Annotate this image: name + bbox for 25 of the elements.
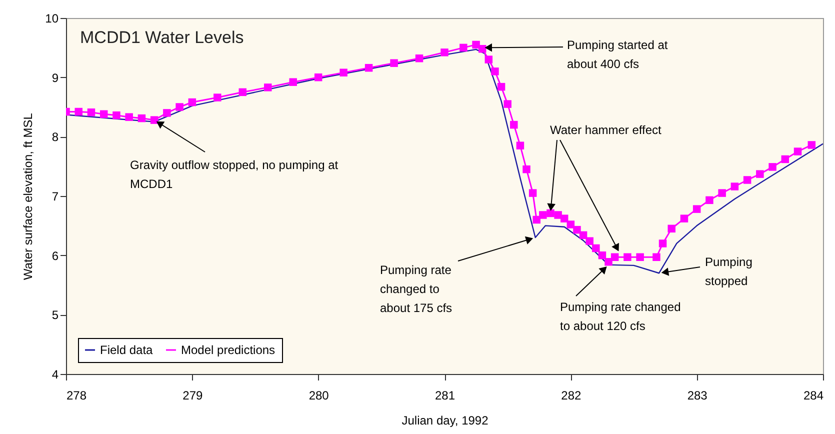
annotation: Pumping started at about 400 cfs (567, 38, 668, 71)
y-axis-title: Water surface elevation, ft MSL (21, 112, 36, 280)
y-tick-label: 7 (52, 190, 59, 204)
x-tick-label: 281 (434, 388, 456, 402)
x-tick-label: 280 (308, 388, 330, 402)
y-tick-label: 6 (52, 248, 59, 263)
legend-label: Model predictions (181, 343, 276, 357)
annotation: Pumping rate changed to about 120 cfs (560, 300, 681, 333)
y-tick-label: 4 (52, 368, 59, 382)
x-tick-label: 283 (687, 388, 708, 402)
x-tick-label: 279 (182, 388, 203, 402)
legend-label: Field data (100, 343, 154, 357)
x-axis-title: Julian day, 1992 (402, 414, 489, 428)
y-tick-label: 5 (52, 308, 59, 322)
annotation: Water hammer effect (550, 123, 662, 137)
text: MCDD1 Water Levels (80, 28, 244, 47)
y-tick-label: 10 (45, 12, 59, 26)
annotation: Pumping rate changed to about 175 cfs (380, 263, 452, 315)
annotation: Gravity outflow stopped, no pumping at MCDD1 (130, 158, 339, 191)
annotation: Pumping stopped (705, 255, 752, 288)
y-tick-label: 8 (52, 130, 59, 144)
x-tick-label: 282 (561, 388, 582, 402)
x-tick-label: 284 (803, 388, 824, 402)
y-tick-label: 9 (52, 70, 59, 85)
x-tick-label: 278 (66, 388, 87, 402)
